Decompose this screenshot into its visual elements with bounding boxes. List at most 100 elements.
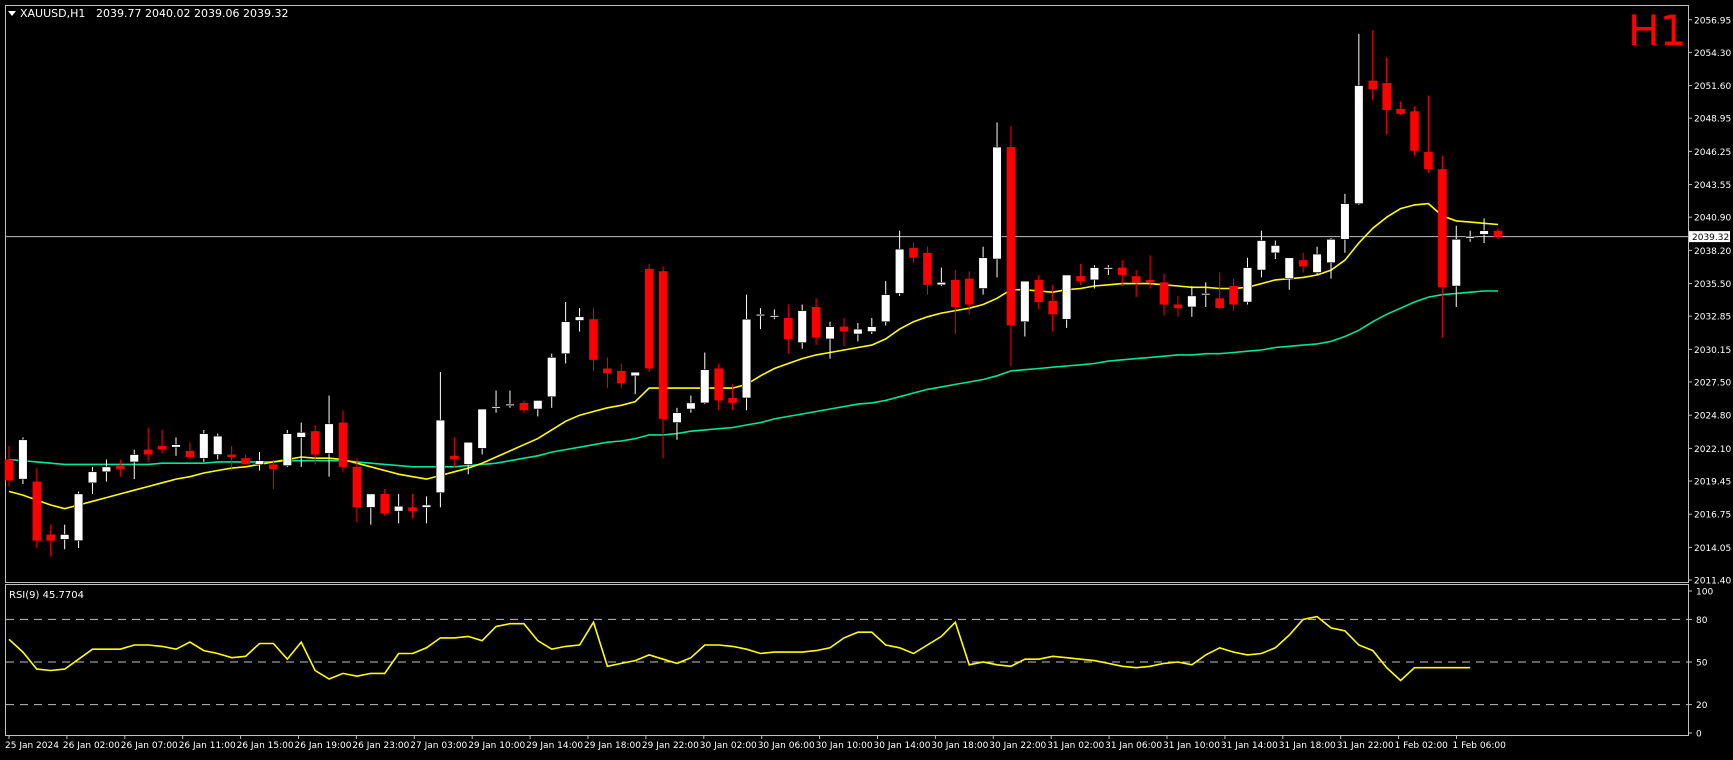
bearish-candle[interactable] — [1117, 267, 1127, 275]
bullish-candle[interactable] — [505, 403, 515, 406]
bearish-candle[interactable] — [227, 454, 236, 458]
bearish-candle[interactable] — [1076, 276, 1085, 282]
bearish-candle[interactable] — [1424, 151, 1433, 170]
bullish-candle[interactable] — [1451, 239, 1461, 287]
bullish-candle[interactable] — [1465, 236, 1475, 239]
bullish-candle[interactable] — [324, 423, 334, 454]
bearish-candle[interactable] — [352, 466, 362, 508]
bearish-candle[interactable] — [1368, 80, 1378, 90]
bullish-candle[interactable] — [741, 318, 752, 399]
bearish-candle[interactable] — [658, 271, 668, 419]
bearish-candle[interactable] — [909, 247, 918, 258]
bearish-candle[interactable] — [185, 450, 195, 458]
bullish-candle[interactable] — [1354, 85, 1364, 204]
bullish-candle[interactable] — [18, 439, 28, 480]
bullish-candle[interactable] — [1340, 203, 1350, 240]
bullish-candle[interactable] — [1187, 295, 1197, 308]
bearish-candle[interactable] — [839, 326, 849, 332]
bullish-candle[interactable] — [672, 412, 682, 423]
bearish-candle[interactable] — [1048, 300, 1058, 315]
bullish-candle[interactable] — [561, 321, 571, 354]
bullish-candle[interactable] — [366, 493, 376, 508]
bullish-candle[interactable] — [477, 408, 487, 449]
bullish-candle[interactable] — [797, 310, 807, 343]
bullish-candle[interactable] — [700, 369, 710, 404]
bullish-candle[interactable] — [574, 316, 585, 321]
bullish-candle[interactable] — [1103, 267, 1113, 270]
bullish-candle[interactable] — [1242, 267, 1253, 303]
bearish-candle[interactable] — [1438, 169, 1447, 288]
bearish-candle[interactable] — [269, 464, 278, 470]
bearish-candle[interactable] — [46, 534, 56, 541]
bullish-candle[interactable] — [1312, 253, 1322, 273]
bearish-candle[interactable] — [644, 268, 654, 369]
bullish-candle[interactable] — [254, 460, 265, 465]
bearish-candle[interactable] — [32, 481, 42, 541]
bearish-candle[interactable] — [1382, 83, 1391, 111]
bullish-candle[interactable] — [394, 505, 404, 512]
bullish-candle[interactable] — [547, 357, 557, 398]
bullish-candle[interactable] — [1256, 240, 1267, 271]
bullish-candle[interactable] — [533, 400, 543, 410]
bearish-candle[interactable] — [1410, 111, 1419, 151]
bearish-candle[interactable] — [449, 455, 459, 460]
bearish-candle[interactable] — [1298, 260, 1308, 267]
bearish-candle[interactable] — [616, 370, 626, 384]
bearish-candle[interactable] — [338, 422, 348, 467]
bullish-candle[interactable] — [686, 402, 696, 410]
bearish-candle[interactable] — [1493, 230, 1503, 237]
bullish-candle[interactable] — [87, 471, 98, 484]
bearish-candle[interactable] — [1006, 147, 1016, 326]
bearish-candle[interactable] — [1145, 279, 1155, 283]
bullish-candle[interactable] — [73, 493, 84, 541]
bearish-candle[interactable] — [1034, 279, 1044, 303]
bullish-candle[interactable] — [867, 326, 877, 332]
bearish-candle[interactable] — [143, 449, 153, 455]
bearish-candle[interactable] — [1215, 298, 1224, 309]
bearish-candle[interactable] — [380, 493, 390, 514]
bullish-candle[interactable] — [881, 294, 891, 323]
bearish-candle[interactable] — [1173, 304, 1183, 309]
bearish-candle[interactable] — [950, 279, 960, 307]
bullish-candle[interactable] — [296, 432, 306, 438]
bearish-candle[interactable] — [4, 459, 14, 481]
bullish-candle[interactable] — [129, 454, 139, 463]
bullish-candle[interactable] — [853, 328, 863, 335]
bearish-candle[interactable] — [157, 445, 167, 450]
bearish-candle[interactable] — [603, 368, 612, 374]
bullish-candle[interactable] — [1284, 257, 1294, 279]
bullish-candle[interactable] — [171, 444, 181, 448]
bearish-candle[interactable] — [1396, 108, 1405, 114]
bullish-candle[interactable] — [1061, 274, 1072, 320]
bearish-candle[interactable] — [1159, 282, 1169, 305]
bearish-candle[interactable] — [714, 368, 724, 401]
bullish-candle[interactable] — [1479, 230, 1489, 235]
bearish-candle[interactable] — [1131, 276, 1141, 283]
bullish-candle[interactable] — [199, 433, 209, 459]
bullish-candle[interactable] — [213, 435, 223, 455]
bearish-candle[interactable] — [923, 252, 932, 285]
bearish-candle[interactable] — [783, 318, 793, 339]
bearish-candle[interactable] — [728, 397, 737, 403]
bullish-candle[interactable] — [491, 406, 501, 409]
bearish-candle[interactable] — [241, 458, 250, 465]
bullish-candle[interactable] — [978, 257, 988, 289]
bearish-candle[interactable] — [519, 402, 529, 411]
bearish-candle[interactable] — [310, 431, 320, 455]
bullish-candle[interactable] — [421, 504, 432, 508]
bullish-candle[interactable] — [1020, 280, 1030, 323]
bullish-candle[interactable] — [992, 146, 1002, 260]
bullish-candle[interactable] — [769, 315, 779, 318]
bullish-candle[interactable] — [1201, 293, 1211, 296]
bullish-candle[interactable] — [101, 466, 112, 473]
bearish-candle[interactable] — [1229, 286, 1238, 305]
bullish-candle[interactable] — [936, 282, 946, 286]
bearish-candle[interactable] — [811, 306, 821, 338]
bullish-candle[interactable] — [825, 326, 835, 340]
bullish-candle[interactable] — [1089, 267, 1100, 281]
bullish-candle[interactable] — [1270, 245, 1280, 254]
bearish-candle[interactable] — [116, 465, 125, 470]
bullish-candle[interactable] — [1326, 239, 1336, 263]
bullish-candle[interactable] — [755, 314, 766, 317]
